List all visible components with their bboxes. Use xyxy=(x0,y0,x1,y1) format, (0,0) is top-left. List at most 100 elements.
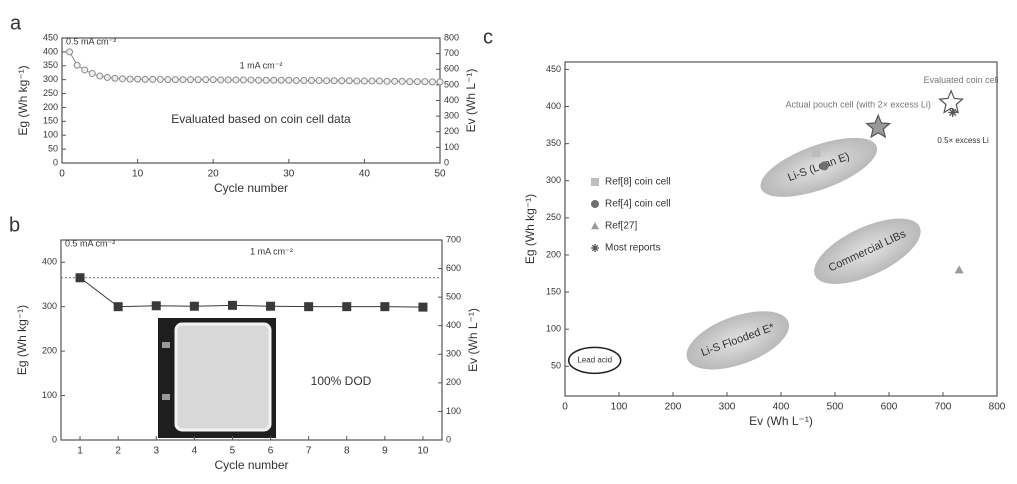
data-point xyxy=(75,273,85,283)
y2-tick-label: 300 xyxy=(446,349,461,359)
data-point xyxy=(73,61,81,69)
y2-tick-label: 200 xyxy=(444,126,459,136)
y-tick-label: 100 xyxy=(43,130,58,140)
data-point xyxy=(315,77,323,84)
y-tick-label: 300 xyxy=(42,301,57,311)
annotation: 0.5 mA cm⁻² xyxy=(66,36,116,46)
x-tick-label: 600 xyxy=(881,402,898,413)
data-point xyxy=(304,302,314,312)
y2-tick-label: 100 xyxy=(446,406,461,416)
data-point xyxy=(156,75,164,83)
x-tick-label: 10 xyxy=(417,446,429,457)
y2-axis-title: Ev (Wh L⁻¹) xyxy=(466,308,480,372)
x-tick-label: 30 xyxy=(283,169,295,180)
y-axis-title: Eg (Wh kg⁻¹) xyxy=(16,65,30,135)
y2-tick-label: 500 xyxy=(446,292,461,302)
x-tick-label: 400 xyxy=(773,402,790,413)
data-point xyxy=(141,75,149,83)
legend-marker xyxy=(591,200,599,208)
data-point xyxy=(406,78,414,86)
legend-label: Ref[4] coin cell xyxy=(605,199,671,210)
x-tick-label: 40 xyxy=(359,169,371,180)
legend-label: Ref[8] coin cell xyxy=(605,177,671,188)
y2-tick-label: 700 xyxy=(446,234,461,244)
y-tick-label: 350 xyxy=(43,60,58,70)
x-tick-label: 6 xyxy=(268,446,274,457)
y2-tick-label: 500 xyxy=(444,79,459,89)
data-point xyxy=(227,300,237,310)
y-tick-label: 400 xyxy=(42,257,57,267)
y2-tick-label: 0 xyxy=(444,157,449,167)
data-point xyxy=(345,77,353,85)
data-point xyxy=(113,302,123,312)
data-point xyxy=(189,301,199,311)
x-axis-title: Ev (Wh L⁻¹) xyxy=(749,414,813,428)
legend-label: Most reports xyxy=(605,243,661,254)
region xyxy=(686,311,790,370)
y2-tick-label: 300 xyxy=(444,111,459,121)
x-tick-label: 200 xyxy=(665,402,682,413)
data-point xyxy=(421,78,429,86)
data-point xyxy=(819,161,829,171)
data-point xyxy=(217,76,225,84)
y-tick-label: 0 xyxy=(53,157,58,167)
y-tick-label: 450 xyxy=(43,32,58,42)
y2-tick-label: 600 xyxy=(444,64,459,74)
panel-label: a xyxy=(10,12,22,34)
x-tick-label: 4 xyxy=(192,446,198,457)
annotation: 0.5× excess Li xyxy=(937,136,989,145)
annotation: 1 mA cm⁻² xyxy=(250,246,293,256)
data-point xyxy=(285,76,293,84)
data-point xyxy=(948,107,958,117)
y2-tick-label: 800 xyxy=(444,32,459,42)
data-point xyxy=(81,66,89,74)
y-tick-label: 100 xyxy=(546,324,561,334)
data-point xyxy=(353,77,361,85)
y-tick-label: 50 xyxy=(551,361,561,371)
y-tick-label: 450 xyxy=(546,64,561,74)
data-point xyxy=(330,77,338,85)
data-point xyxy=(342,302,352,312)
data-point xyxy=(380,302,390,312)
data-point xyxy=(270,76,278,84)
data-point xyxy=(376,77,384,85)
y-tick-label: 200 xyxy=(43,102,58,112)
x-tick-label: 20 xyxy=(208,169,220,180)
region xyxy=(814,218,921,284)
y-tick-label: 50 xyxy=(48,143,58,153)
legend-marker xyxy=(591,222,599,230)
x-tick-label: 7 xyxy=(306,446,312,457)
x-tick-label: 8 xyxy=(344,446,350,457)
data-point xyxy=(209,76,217,84)
y2-tick-label: 0 xyxy=(446,434,451,444)
x-tick-label: 0 xyxy=(59,169,65,180)
panel-label: b xyxy=(9,214,20,236)
y-tick-label: 250 xyxy=(546,212,561,222)
data-point xyxy=(266,301,276,311)
data-point xyxy=(436,78,444,86)
data-point xyxy=(338,77,346,85)
legend-marker xyxy=(591,178,599,186)
plot-frame xyxy=(60,239,443,441)
x-tick-label: 50 xyxy=(434,169,446,180)
data-point xyxy=(88,70,96,78)
inset-photo xyxy=(158,318,276,438)
y2-tick-label: 700 xyxy=(444,48,459,58)
data-point xyxy=(202,76,210,84)
highlight-star xyxy=(938,89,964,114)
data-point xyxy=(187,76,195,84)
data-point xyxy=(171,76,179,84)
data-point xyxy=(383,77,391,85)
data-point xyxy=(398,77,406,85)
data-point xyxy=(239,76,247,84)
y-tick-label: 300 xyxy=(43,74,58,84)
x-tick-label: 5 xyxy=(230,446,236,457)
y2-tick-label: 100 xyxy=(444,142,459,152)
data-point xyxy=(118,75,126,83)
y2-tick-label: 400 xyxy=(444,95,459,105)
data-point xyxy=(247,76,255,84)
y-axis-title: Eg (Wh kg⁻¹) xyxy=(523,194,537,264)
data-point xyxy=(418,302,428,312)
y2-tick-label: 600 xyxy=(446,263,461,273)
